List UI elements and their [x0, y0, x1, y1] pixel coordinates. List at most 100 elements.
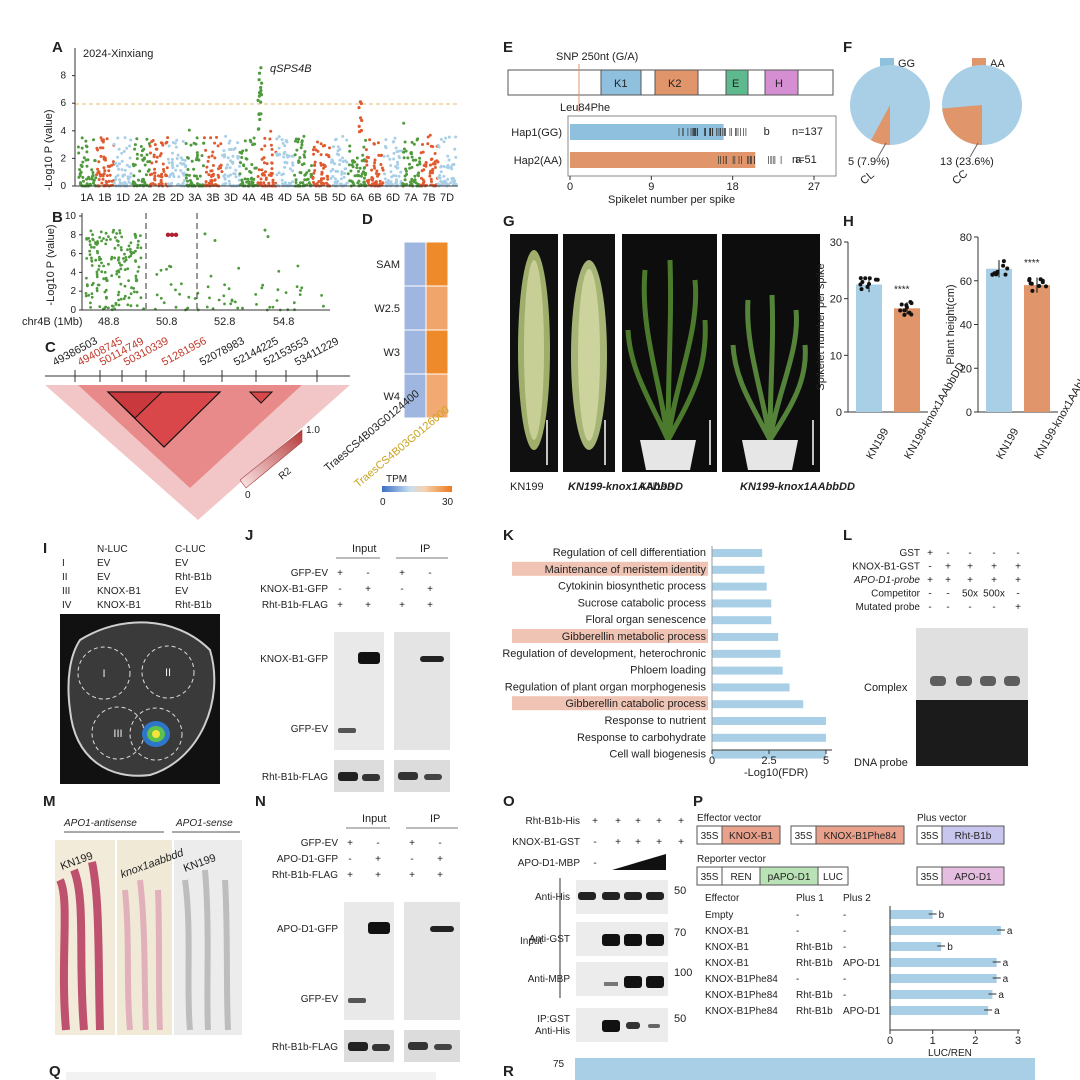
a-point: [210, 169, 214, 173]
a-chr-label: 2B: [152, 192, 165, 204]
panel-m: M APO1-antisense APO1-sense KN199 knox1a…: [43, 793, 242, 1035]
a-point: [386, 154, 390, 158]
a-point: [187, 173, 191, 177]
b-point: [261, 283, 265, 287]
a-point: [392, 157, 396, 161]
l-sign: +: [927, 575, 933, 586]
a-point: [379, 163, 383, 166]
g-label-3: KN199: [640, 481, 674, 493]
a-point: [140, 153, 144, 157]
a-point: [364, 148, 368, 152]
a-point: [77, 175, 81, 179]
a-point: [410, 155, 414, 159]
a-point: [92, 181, 95, 185]
a-point: [159, 152, 163, 156]
a-point: [252, 136, 256, 140]
b-point: [233, 300, 237, 304]
go-bar: [712, 549, 763, 557]
pie-leader: [969, 142, 979, 158]
a-point: [78, 168, 82, 172]
a-point: [285, 153, 289, 157]
b-point: [128, 247, 132, 251]
panel-d-letter: D: [362, 211, 373, 228]
a-point: [164, 141, 168, 145]
a-point: [220, 170, 224, 174]
a-point: [170, 160, 174, 164]
l-sign: -: [928, 602, 931, 613]
a-point: [237, 178, 241, 182]
coip-blot-label: GFP-EV: [291, 724, 329, 735]
o-size-marker: 70: [674, 927, 686, 939]
hap-frame: [567, 115, 837, 177]
i-row-cluc: Rht-B1b: [175, 572, 212, 583]
a-point: [192, 174, 196, 178]
a-point: [100, 181, 104, 185]
a-point: [345, 138, 349, 142]
a-point: [403, 178, 407, 182]
a-peak-point: [259, 66, 263, 70]
a-point: [364, 138, 368, 142]
coip-sign: +: [375, 870, 381, 881]
o-band: [646, 976, 664, 988]
d-cell: [403, 329, 427, 375]
l-sign: -: [946, 602, 949, 613]
go-bar: [712, 582, 767, 591]
p-bar: [890, 942, 942, 951]
a-point: [129, 182, 133, 186]
d-row-labels: SAM W2.5 W3 W4: [374, 259, 400, 403]
a-point: [361, 153, 365, 157]
a-point: [182, 179, 186, 182]
a-chr-label: 3D: [224, 192, 238, 204]
coip-sign: +: [375, 854, 381, 865]
a-point: [447, 158, 451, 162]
b-point: [227, 287, 231, 291]
go-term-label: Gibberellin catabolic process: [565, 698, 706, 710]
p-apo: [941, 866, 1005, 886]
coip-sign: +: [437, 870, 443, 881]
l-row-label: APO-D1-probe: [853, 575, 921, 586]
emsa-complex-band: [980, 676, 996, 686]
a-point: [205, 165, 209, 169]
a-point: [118, 181, 122, 185]
insitu-1-stain: [56, 861, 104, 1031]
a-point: [334, 169, 338, 173]
d-cell: [425, 285, 449, 331]
go-term-highlight: [512, 696, 708, 711]
b-point: [106, 306, 110, 310]
band: [362, 774, 380, 781]
h-ylabel: Spikelet number per spike: [815, 263, 827, 390]
p-constructs: 35S KNOX-B1 35S KNOX-B1Phe84 35S Rht-B1b 35S RE…: [696, 825, 1005, 886]
b-point: [320, 294, 323, 297]
a-point: [157, 182, 161, 186]
b-point: [103, 306, 107, 310]
go-bar: [712, 750, 826, 759]
a-chr-label: 7B: [422, 192, 435, 204]
l-sign: +: [1015, 562, 1021, 573]
tpm-max: 30: [442, 497, 454, 508]
d-cell: [403, 241, 427, 287]
o-sign: +: [635, 837, 641, 848]
p-sig: b: [939, 910, 945, 921]
h-dot: [909, 301, 914, 306]
a-point: [306, 177, 310, 181]
a-point: [185, 173, 189, 177]
panel-g-letter: G: [503, 213, 515, 230]
b-point: [155, 273, 159, 276]
a-point: [210, 154, 214, 158]
h-dot: [1044, 284, 1048, 289]
p-rht-label: Rht-B1b: [955, 831, 992, 842]
a-point: [413, 174, 417, 178]
b-point: [136, 270, 140, 273]
a-point: [397, 156, 401, 160]
a-point: [424, 162, 428, 166]
leaf-spot-label: I: [102, 668, 105, 680]
a-point: [256, 181, 260, 185]
location-label: 2024-Xinxiang: [83, 48, 153, 60]
b-point: [88, 253, 92, 256]
o-blot-label: Anti-His: [535, 1026, 570, 1037]
g-label-4: KN199-knox1AAbbDD: [740, 481, 855, 493]
a-peak-point: [358, 100, 362, 104]
p-knox-mut: [815, 825, 905, 845]
b-point: [95, 287, 99, 290]
